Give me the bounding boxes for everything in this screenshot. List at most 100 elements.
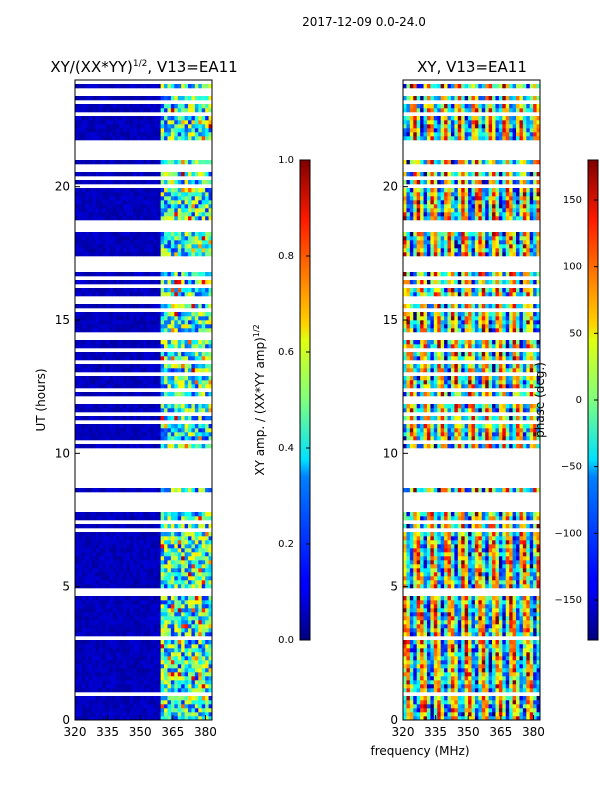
heatmap-cell: [403, 620, 407, 625]
heatmap-cell: [167, 560, 172, 565]
heatmap-cell: [205, 548, 209, 553]
heatmap-cell: [92, 96, 96, 101]
heatmap-cell: [150, 192, 155, 197]
heatmap-cell: [143, 104, 148, 109]
heatmap-cell: [133, 212, 138, 217]
heatmap-cell: [105, 84, 110, 89]
heatmap-cell: [153, 196, 158, 201]
heatmap-cell: [478, 644, 483, 649]
heatmap-cell: [170, 96, 175, 101]
heatmap-cell: [153, 680, 158, 685]
heatmap-cell: [447, 704, 452, 709]
heatmap-cell: [81, 380, 86, 385]
heatmap-cell: [122, 568, 127, 573]
heatmap-cell: [194, 392, 199, 397]
heatmap-cell: [464, 672, 469, 677]
heatmap-cell: [198, 576, 203, 581]
heatmap-cell: [143, 128, 148, 133]
heatmap-cell: [164, 416, 168, 421]
heatmap-cell: [181, 652, 185, 657]
heatmap-cell: [184, 312, 189, 317]
heatmap-cell: [181, 444, 185, 449]
heatmap-cell: [464, 640, 469, 645]
heatmap-cell: [157, 232, 162, 237]
heatmap-cell: [164, 512, 168, 517]
heatmap-cell: [188, 540, 192, 545]
heatmap-cell: [157, 624, 162, 629]
heatmap-cell: [119, 684, 124, 689]
heatmap-cell: [122, 108, 127, 113]
heatmap-cell: [498, 632, 503, 637]
heatmap-cell: [177, 324, 182, 329]
heatmap-cell: [522, 696, 527, 701]
heatmap-cell: [122, 212, 127, 217]
heatmap-cell: [181, 172, 185, 177]
heatmap-cell: [129, 120, 134, 125]
heatmap-cell: [92, 668, 96, 673]
heatmap-cell: [205, 696, 209, 701]
heatmap-cell: [198, 204, 203, 209]
heatmap-cell: [126, 208, 131, 213]
heatmap-cell: [198, 604, 203, 609]
heatmap-cell: [181, 584, 185, 589]
heatmap-cell: [98, 616, 103, 621]
heatmap-cell: [516, 652, 520, 657]
heatmap-cell: [98, 208, 103, 213]
heatmap-cell: [440, 716, 445, 720]
heatmap-cell: [140, 428, 144, 433]
heatmap-cell: [164, 84, 168, 89]
heatmap-cell: [116, 540, 120, 545]
heatmap-cell: [492, 716, 496, 720]
heatmap-cell: [98, 624, 103, 629]
heatmap-cell: [198, 248, 203, 253]
heatmap-cell: [177, 708, 182, 713]
heatmap-cell: [150, 612, 155, 617]
heatmap-cell: [88, 540, 93, 545]
heatmap-cell: [133, 292, 138, 297]
heatmap-cell: [533, 676, 537, 681]
heatmap-cell: [403, 648, 407, 653]
heatmap-cell: [92, 424, 96, 429]
heatmap-cell: [102, 532, 107, 537]
heatmap-cell: [208, 204, 212, 209]
heatmap-cell: [170, 368, 175, 373]
heatmap-cell: [468, 680, 472, 685]
heatmap-cell: [188, 272, 192, 277]
heatmap-cell: [98, 212, 103, 217]
heatmap-cell: [98, 620, 103, 625]
heatmap-cell: [146, 172, 151, 177]
heatmap-cell: [409, 660, 414, 665]
heatmap-cell: [191, 516, 196, 521]
heatmap-cell: [102, 428, 107, 433]
heatmap-cell: [167, 124, 172, 129]
heatmap-cell: [119, 488, 124, 493]
heatmap-cell: [478, 708, 483, 713]
heatmap-cell: [167, 364, 172, 369]
heatmap-cell: [492, 696, 496, 701]
heatmap-cell: [167, 552, 172, 557]
heatmap-cell: [167, 356, 172, 361]
heatmap-cell: [198, 188, 203, 193]
heatmap-cell: [177, 568, 182, 573]
heatmap-cell: [146, 416, 151, 421]
heatmap-cell: [153, 576, 158, 581]
heatmap-cell: [164, 432, 168, 437]
heatmap-cell: [519, 632, 524, 637]
heatmap-cell: [474, 700, 479, 705]
heatmap-cell: [81, 696, 86, 701]
heatmap-cell: [164, 364, 168, 369]
heatmap-cell: [194, 572, 199, 577]
heatmap-cell: [75, 104, 79, 109]
heatmap-cell: [126, 616, 131, 621]
heatmap-cell: [191, 96, 196, 101]
heatmap-cell: [167, 236, 172, 241]
heatmap-cell: [143, 204, 148, 209]
heatmap-cell: [194, 328, 199, 333]
heatmap-cell: [505, 624, 510, 629]
heatmap-cell: [126, 380, 131, 385]
heatmap-cell: [146, 108, 151, 113]
heatmap-cell: [181, 312, 185, 317]
heatmap-cell: [98, 604, 103, 609]
heatmap-cell: [129, 648, 134, 653]
heatmap-cell: [95, 84, 100, 89]
